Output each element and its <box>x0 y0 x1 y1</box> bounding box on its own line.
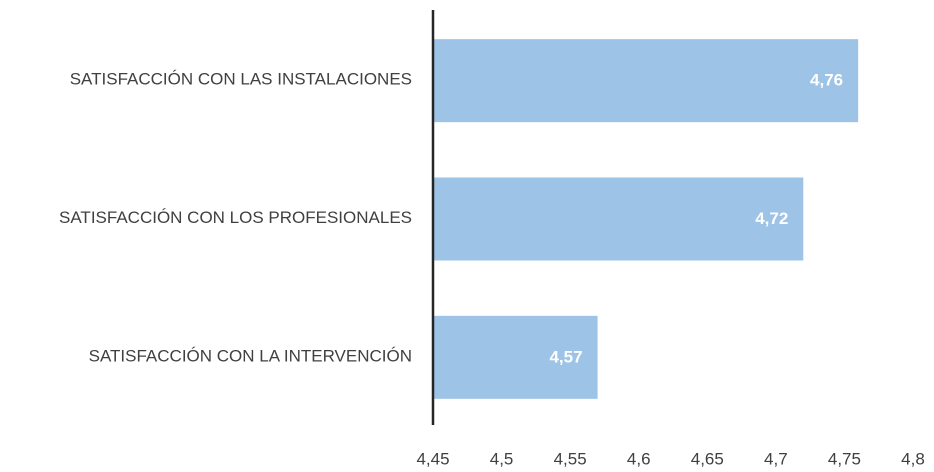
y-tick-label: SATISFACCIÓN CON LOS PROFESIONALES <box>59 208 412 227</box>
x-tick-label: 4,6 <box>627 449 651 468</box>
value-label: 4,72 <box>755 209 788 228</box>
bar <box>433 177 804 261</box>
x-tick-label: 4,7 <box>764 449 788 468</box>
x-tick-label: 4,75 <box>828 449 861 468</box>
y-tick-label: SATISFACCIÓN CON LA INTERVENCIÓN <box>89 346 412 365</box>
x-tick-label: 4,5 <box>490 449 514 468</box>
bar <box>433 315 598 399</box>
value-label: 4,57 <box>549 347 582 366</box>
x-tick-label: 4,65 <box>691 449 724 468</box>
bar <box>433 39 859 123</box>
x-tick-label: 4,8 <box>901 449 925 468</box>
x-tick-label: 4,55 <box>554 449 587 468</box>
value-label: 4,76 <box>810 71 843 90</box>
y-tick-label: SATISFACCIÓN CON LAS INSTALACIONES <box>70 70 412 89</box>
x-tick-label: 4,45 <box>416 449 449 468</box>
